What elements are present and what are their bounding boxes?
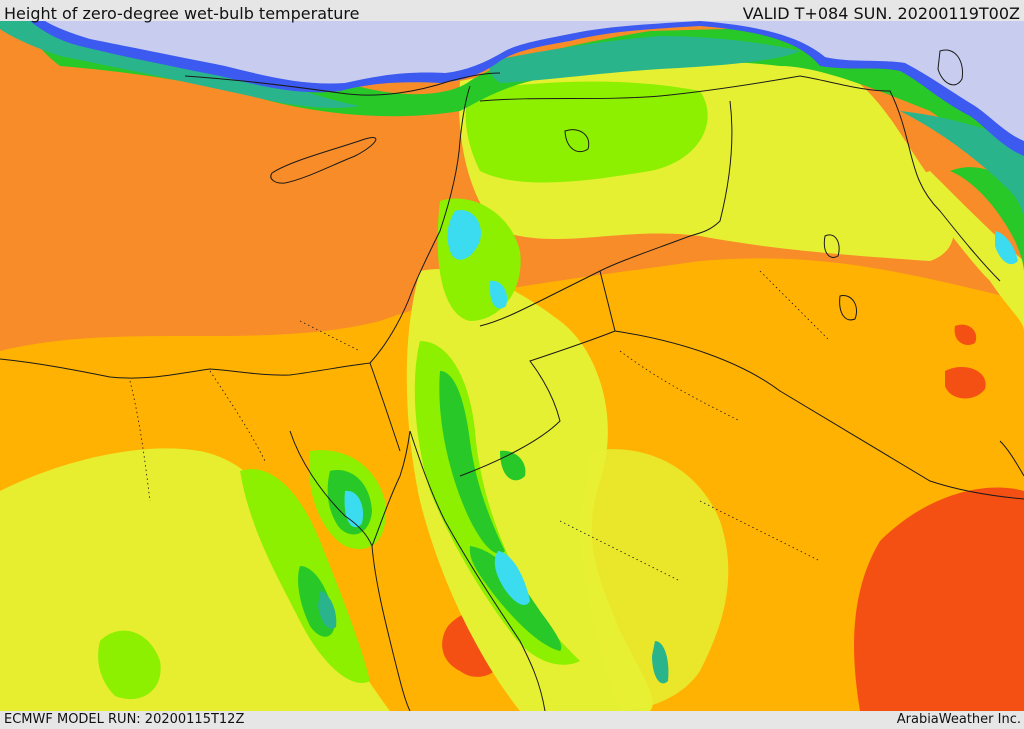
warm-spot-east-2 xyxy=(954,324,977,346)
syria-iraq-border xyxy=(599,100,733,272)
dotted-province-lines xyxy=(129,270,831,582)
iraq-saudi-border xyxy=(614,330,1024,500)
map-canvas[interactable] xyxy=(0,21,1024,711)
model-run-label: ECMWF MODEL RUN: 20200115T12Z xyxy=(4,712,245,727)
yellow-egypt-region xyxy=(0,448,390,711)
cyan-sinai-peak xyxy=(344,490,364,528)
teal-turkey-south xyxy=(489,36,800,83)
gulf-of-aqaba-west xyxy=(371,430,411,547)
cyan-hijaz-peak xyxy=(494,551,530,605)
lime-south-egypt xyxy=(98,630,161,700)
iraq-iran-border xyxy=(799,75,1001,282)
jordan-syria-border xyxy=(479,270,601,327)
credit-label: ArabiaWeather Inc. xyxy=(896,712,1021,727)
footer-bar: ECMWF MODEL RUN: 20200115T12Z ArabiaWeat… xyxy=(0,711,1024,729)
lime-syria-north xyxy=(465,81,708,183)
cyprus-outline xyxy=(270,137,377,184)
dotted-line-2 xyxy=(209,370,266,462)
lake-tharthar xyxy=(823,234,840,258)
map-title: Height of zero-degree wet-bulb temperatu… xyxy=(4,4,360,23)
yellow-arabia-belt xyxy=(580,449,729,711)
egypt-israel-border xyxy=(369,362,401,452)
levant-coastline xyxy=(369,85,471,364)
lavender-very-low-region xyxy=(45,21,1024,141)
dotted-line-7 xyxy=(559,520,681,582)
lake-urmia xyxy=(937,49,964,86)
teal-egypt-peak xyxy=(318,591,337,629)
red-sea-east-coast xyxy=(409,430,546,711)
cyan-zagros xyxy=(995,231,1018,265)
cyan-mount-lebanon xyxy=(447,210,481,260)
warm-core-southeast xyxy=(854,487,1024,711)
valid-time-label: VALID T+084 SUN. 20200119T00Z xyxy=(742,4,1020,23)
dotted-line-1 xyxy=(129,380,151,502)
weather-map-svg xyxy=(0,21,1024,711)
green-northern-belt xyxy=(28,21,1024,171)
lake-assad xyxy=(564,129,590,153)
cyan-jordan-spot xyxy=(489,280,508,309)
gulf-of-suez-west xyxy=(289,430,373,547)
syria-turkey-border xyxy=(479,75,801,102)
egypt-coastline xyxy=(0,358,371,379)
teal-asir-peak xyxy=(652,641,669,684)
turkey-south-coast xyxy=(184,72,501,96)
green-jordan-rift xyxy=(439,371,505,554)
header-bar: Height of zero-degree wet-bulb temperatu… xyxy=(0,0,1024,23)
gulf-coast-hint xyxy=(999,440,1024,477)
jordan-saudi-border xyxy=(459,270,616,477)
green-saudi-north xyxy=(500,450,526,481)
teal-northeast xyxy=(900,111,1024,221)
lake-razzaza xyxy=(839,295,857,321)
green-zagros xyxy=(950,167,1024,271)
warm-spot-east xyxy=(945,367,986,399)
coastlines-and-borders xyxy=(0,49,1024,711)
dotted-line-5 xyxy=(699,500,821,562)
dotted-line-4 xyxy=(759,270,831,342)
red-sea-west-coast xyxy=(371,545,411,711)
